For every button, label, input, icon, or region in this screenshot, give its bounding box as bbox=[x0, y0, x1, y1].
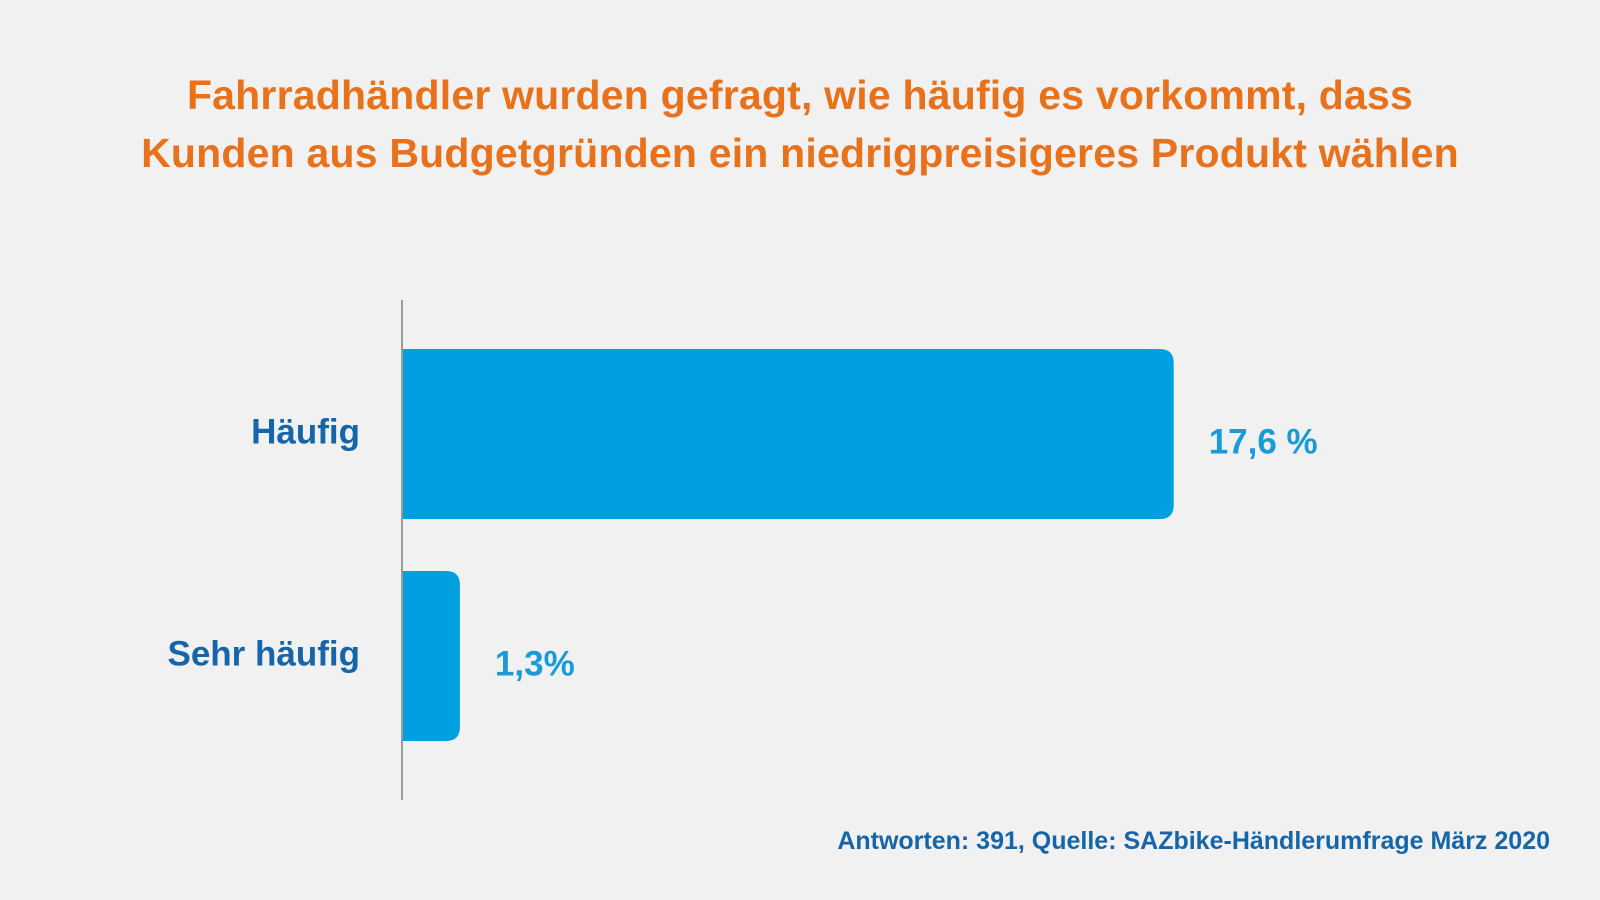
chart-title-line-1: Fahrradhändler wurden gefragt, wie häufi… bbox=[186, 72, 1414, 118]
category-label-0: Häufig bbox=[251, 412, 360, 451]
source-note: Antworten: 391, Quelle: SAZbike-Händleru… bbox=[837, 827, 1550, 855]
chart-title-line-2: Kunden aus Budgetgründen ein niedrigprei… bbox=[141, 130, 1459, 176]
category-label-1: Sehr häufig bbox=[167, 634, 360, 673]
chart-title: Fahrradhändler wurden gefragt, wie häufi… bbox=[0, 66, 1600, 182]
value-label-1: 1,3% bbox=[495, 644, 575, 683]
bar-0 bbox=[403, 349, 1174, 519]
value-label-0: 17,6 % bbox=[1209, 422, 1318, 461]
bar-1 bbox=[403, 571, 460, 741]
bars-group: Häufig 17,6 % Sehr häufig 1,3% bbox=[167, 349, 1318, 741]
